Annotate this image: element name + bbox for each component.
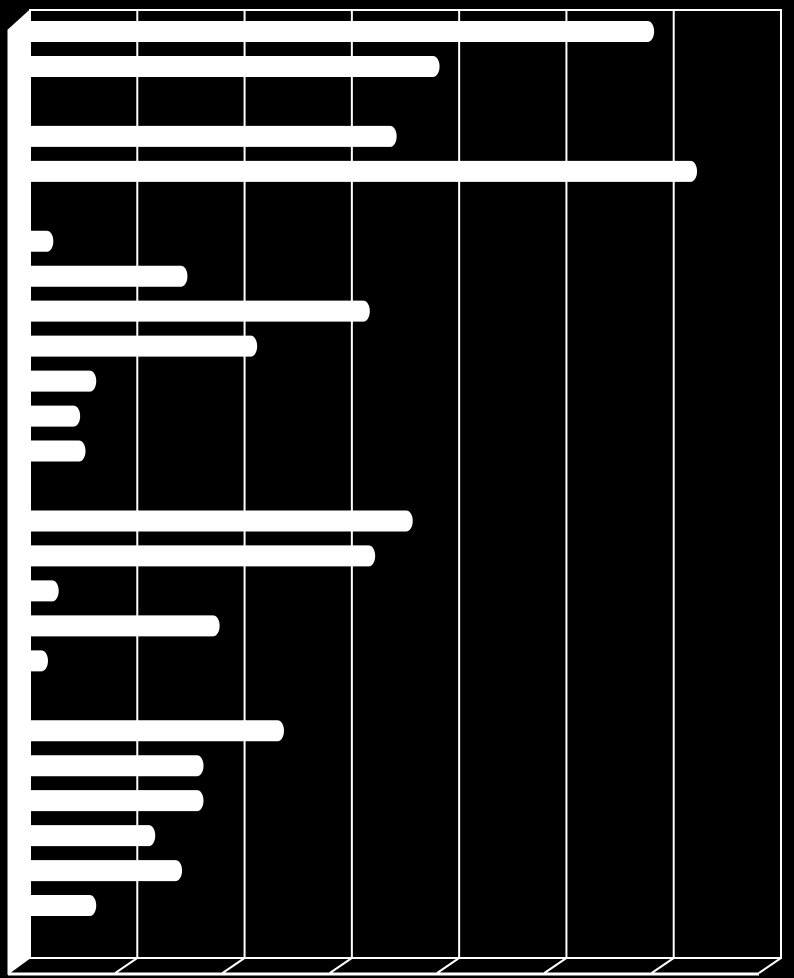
bar xyxy=(29,160,698,182)
bar xyxy=(29,580,59,602)
floor-tick xyxy=(436,957,460,974)
bar xyxy=(29,125,397,147)
floor-tick xyxy=(758,957,782,974)
bar xyxy=(29,650,48,672)
bar xyxy=(29,55,440,77)
bar xyxy=(29,825,156,847)
floor-tick xyxy=(114,957,138,974)
floor-tick xyxy=(329,957,353,974)
bar xyxy=(29,20,655,42)
bar xyxy=(29,405,81,427)
bar xyxy=(29,860,183,882)
floor-tick xyxy=(651,957,675,974)
bar xyxy=(29,300,370,322)
bar xyxy=(29,370,97,392)
bar xyxy=(29,790,204,812)
bar xyxy=(29,335,258,357)
bar xyxy=(29,230,54,252)
plot-area xyxy=(29,9,782,959)
bar xyxy=(29,755,204,777)
floor-tick xyxy=(543,957,567,974)
bar xyxy=(29,510,413,532)
floor-tick xyxy=(222,957,246,974)
bar xyxy=(29,615,220,637)
side-wall xyxy=(7,8,31,975)
bar xyxy=(29,440,86,462)
bar xyxy=(29,895,97,917)
bar xyxy=(29,265,188,287)
bar xyxy=(29,720,284,742)
bar xyxy=(29,545,376,567)
